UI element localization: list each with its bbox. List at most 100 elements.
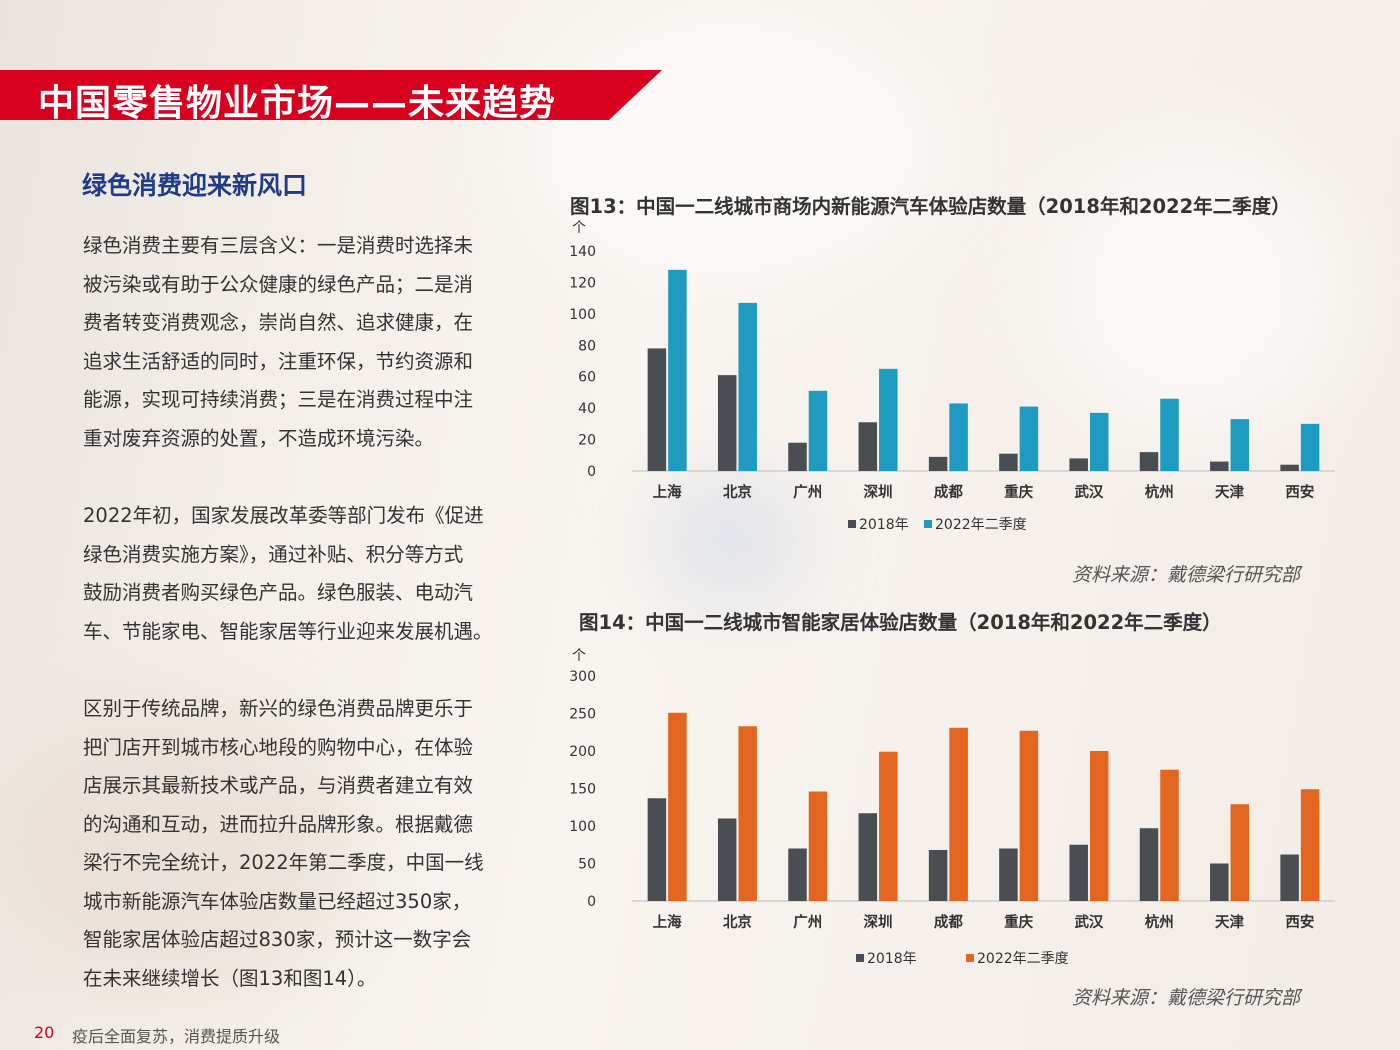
background-blur (520, 20, 940, 280)
paragraph-line: 绿色消费实施方案》，通过补贴、积分等方式 (83, 542, 464, 566)
paragraph-line: 追求生活舒适的同时，注重环保，节约资源和 (83, 349, 474, 373)
c13-category-label: 深圳 (864, 483, 893, 501)
page-title: 中国零售物业市场——未来趋势 (38, 83, 557, 124)
c14-category-label: 上海 (653, 913, 682, 931)
paragraph-line: 店展示其最新技术或产品，与消费者建立有效 (83, 774, 474, 797)
c13-bar-2022q2 (1160, 398, 1179, 471)
c14-ylabel: 个 (572, 648, 586, 664)
c14-bar-2022q2 (808, 791, 828, 901)
c14-bar-2018 (1139, 828, 1159, 901)
paragraph-line: 在未来继续增长（图13和图14）。 (83, 966, 377, 990)
chart-13: 个 0 20 40 60 80 100 120 140 上海 北京 广州 深圳 成都 重庆 武汉 杭州 天津 西安 2… (569, 220, 1335, 533)
c13-category-label: 成都 (934, 483, 963, 501)
c14-category-label: 西安 (1285, 913, 1314, 931)
c13-bar-2018 (717, 375, 737, 471)
c14-ytick-label: 50 (578, 857, 596, 873)
c13-category-label: 广州 (793, 483, 822, 501)
c13-ytick-label: 100 (569, 307, 596, 323)
c14-bar-2022q2 (1160, 769, 1179, 901)
paragraph-3: 区别于传统品牌，新兴的绿色消费品牌更乐于 把门店开到城市核心地段的购物中心，在体… (83, 690, 533, 998)
c14-bar-2022q2 (738, 726, 757, 901)
paragraph-line: 费者转变消费观念，崇尚自然、追求健康，在 (83, 311, 474, 334)
c13-bar-2018 (1139, 452, 1159, 471)
c13-bar-2022q2 (879, 368, 898, 471)
paragraph-line: 鼓励消费者购买绿色产品。绿色服装、电动汽 (83, 581, 474, 604)
c14-bar-2018 (1210, 863, 1229, 901)
c14-bar-2018 (717, 818, 737, 901)
c14-bar-2022q2 (668, 712, 687, 901)
c13-bar-2022q2 (949, 403, 968, 471)
paragraph-line: 被污染或有助于公众健康的绿色产品；二是消 (83, 272, 474, 296)
c13-bar-2022q2 (738, 302, 757, 471)
c13-category-label: 西安 (1285, 483, 1314, 501)
c14-ytick-label: 300 (569, 669, 596, 685)
c14-ytick-label: 250 (569, 707, 596, 723)
paragraph-1: 绿色消费主要有三层含义：一是消费时选择未 被污染或有助于公众健康的绿色产品；二是… (83, 227, 533, 458)
c14-category-label: 成都 (934, 913, 963, 931)
c13-bar-2018 (858, 422, 878, 471)
c14-ytick-label: 200 (569, 744, 596, 760)
paragraph-line: 重对废弃资源的处置，不造成环境污染。 (83, 426, 435, 450)
c13-bar-2018 (999, 453, 1018, 471)
c13-legend-swatch (848, 520, 856, 528)
c13-category-label: 天津 (1215, 483, 1244, 501)
paragraph-line: 城市新能源汽车体验店数量已经超过350家， (83, 889, 472, 913)
c13-bar-2018 (928, 456, 948, 471)
c13-legend-label: 2022年二季度 (935, 517, 1027, 533)
paragraph-line: 把门店开到城市核心地段的购物中心，在体验 (83, 735, 474, 759)
c13-bar-2022q2 (1230, 419, 1250, 471)
c14-legend-label: 2018年 (867, 951, 917, 967)
page-title-banner: 中国零售物业市场——未来趋势 (0, 70, 662, 120)
paragraph-line: 2022年初，国家发展改革委等部门发布《促进 (83, 504, 484, 527)
c13-category-label: 重庆 (1004, 483, 1033, 501)
c13-ytick-label: 140 (569, 244, 596, 260)
paragraph-line: 绿色消费主要有三层含义：一是消费时选择未 (83, 234, 474, 257)
c13-bar-2018 (1280, 464, 1299, 471)
c13-bar-2018 (647, 348, 667, 471)
c14-legend-swatch (856, 954, 864, 962)
c14-bar-2018 (928, 850, 948, 901)
c14-bar-2022q2 (879, 751, 898, 901)
c14-category-label: 天津 (1215, 913, 1244, 931)
c13-category-label: 武汉 (1074, 483, 1104, 501)
c14-bar-2022q2 (1230, 804, 1250, 901)
c13-bar-2022q2 (1089, 412, 1109, 471)
c13-legend-label: 2018年 (859, 517, 909, 533)
paragraph-line: 车、节能家电、智能家居等行业迎来发展机遇。 (83, 619, 493, 643)
c14-bar-2018 (858, 813, 878, 901)
c14-bar-2022q2 (1019, 730, 1039, 901)
c13-bar-2018 (1069, 458, 1088, 471)
c13-bar-2018 (788, 442, 807, 471)
c14-category-label: 武汉 (1074, 913, 1104, 931)
c14-legend-label: 2022年二季度 (977, 951, 1069, 967)
c14-category-label: 重庆 (1004, 913, 1033, 931)
paragraph-line: 能源，实现可持续消费；三是在消费过程中注 (83, 388, 474, 411)
c14-bar-2022q2 (949, 727, 968, 901)
c14-ytick-label: 100 (569, 819, 596, 835)
c13-bar-2022q2 (1300, 423, 1320, 471)
c13-bar-2022q2 (808, 390, 828, 471)
chart-14: 个 0 50 100 150 200 250 300 上海 北京 广州 深圳 成都 重庆 武汉 杭州 天津 西安 2… (569, 648, 1335, 967)
c13-ytick-label: 80 (578, 338, 596, 354)
c14-bar-2018 (788, 848, 807, 901)
background-blur (660, 480, 800, 600)
c13-category-label: 北京 (723, 483, 752, 501)
c14-category-label: 广州 (793, 913, 822, 931)
c14-bar-2022q2 (1089, 751, 1109, 901)
c13-ytick-label: 120 (569, 275, 596, 291)
background-blur (0, 700, 360, 1000)
page-number: 20 (34, 1023, 55, 1042)
c14-bar-2018 (1069, 844, 1088, 901)
chart-13-source: 资料来源：戴德梁行研究部 (1072, 564, 1301, 586)
c13-category-label: 上海 (653, 483, 682, 501)
footer-text: 疫后全面复苏，消费提质升级 (72, 1027, 281, 1046)
c14-bar-2018 (647, 798, 667, 901)
c13-legend-swatch (924, 520, 932, 528)
paragraph-2: 2022年初，国家发展改革委等部门发布《促进 绿色消费实施方案》，通过补贴、积分… (83, 497, 533, 651)
paragraph-line: 的沟通和互动，进而拉升品牌形象。根据戴德 (83, 812, 474, 836)
background-blur (1050, 140, 1350, 440)
chart-14-source: 资料来源：戴德梁行研究部 (1072, 987, 1301, 1009)
c14-legend-swatch (966, 954, 974, 962)
c14-ytick-label: 0 (587, 894, 596, 910)
c13-ytick-label: 40 (578, 401, 596, 417)
